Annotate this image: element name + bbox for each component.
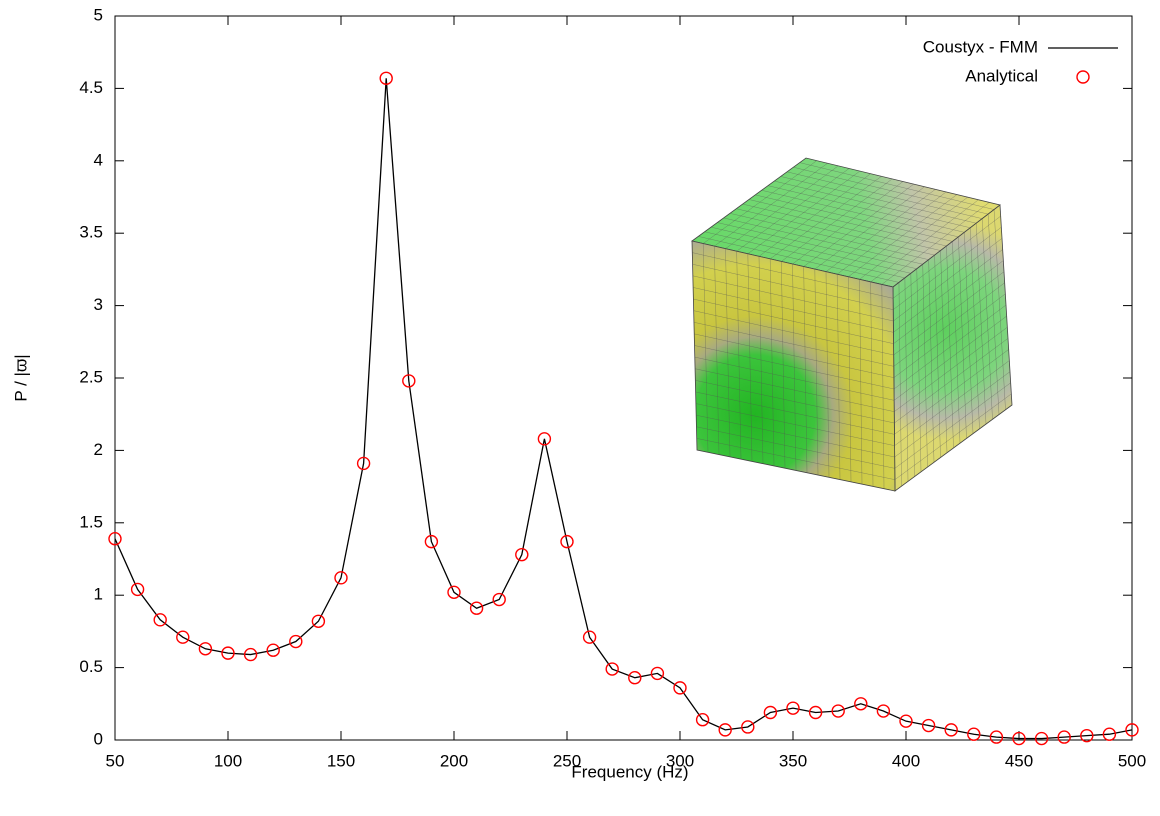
x-tick-label: 250 [553,751,581,770]
y-tick-label: 4.5 [79,78,103,97]
chart: Frequency (Hz) P / |ϖ| 00.511.522.533.54… [0,0,1160,816]
y-tick-label: 3 [94,295,103,314]
x-tick-label: 200 [440,751,468,770]
legend-swatch [1077,71,1089,83]
x-tick-label: 500 [1118,751,1146,770]
y-tick-label: 1 [94,585,103,604]
y-tick-label: 2 [94,440,103,459]
y-tick-label: 2.5 [79,367,103,386]
x-tick-label: 450 [1005,751,1033,770]
y-tick-label: 4 [94,150,103,169]
legend-label: Analytical [965,66,1038,85]
y-tick-label: 1.5 [79,512,103,531]
y-tick-label: 3.5 [79,223,103,242]
inset-cube [692,158,1012,491]
legend-label: Coustyx - FMM [923,37,1038,56]
y-axis-label: P / |ϖ| [11,354,30,401]
x-tick-label: 400 [892,751,920,770]
x-tick-label: 50 [106,751,125,770]
x-tick-label: 150 [327,751,355,770]
y-tick-label: 0.5 [79,657,103,676]
x-tick-label: 100 [214,751,242,770]
y-tick-label: 0 [94,729,103,748]
x-tick-label: 300 [666,751,694,770]
y-tick-label: 5 [94,5,103,24]
x-tick-label: 350 [779,751,807,770]
